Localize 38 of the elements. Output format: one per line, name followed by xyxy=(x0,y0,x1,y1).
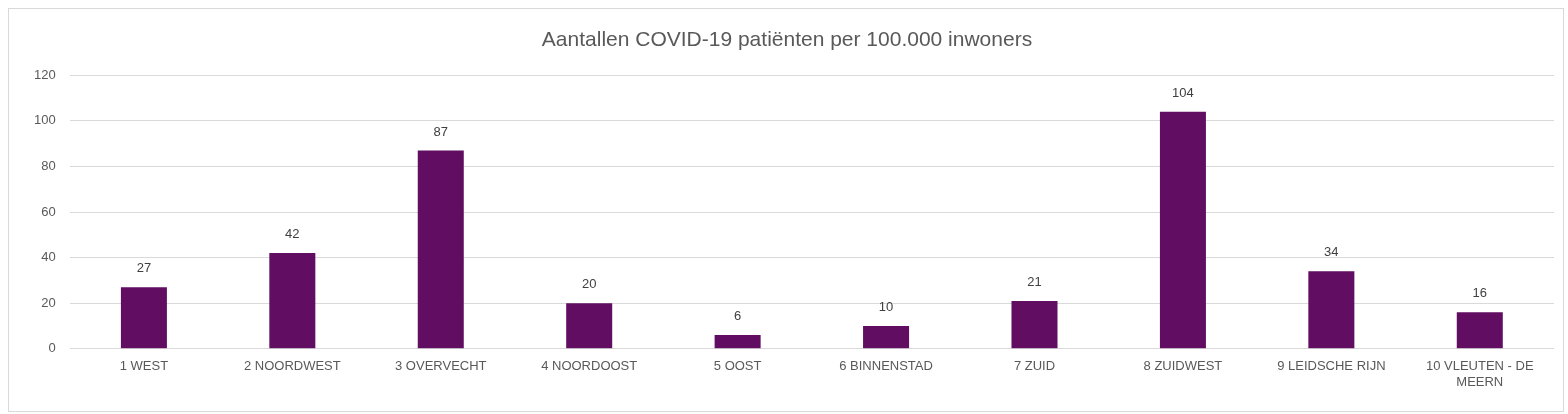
x-tick-label: 4 NOORDOOST xyxy=(541,358,638,374)
x-tick-label: 1 WEST xyxy=(119,358,169,374)
data-label: 104 xyxy=(1172,84,1194,100)
x-tick-label: 8 ZUIDWEST xyxy=(1143,358,1223,374)
x-tick-label: 2 NOORDWEST xyxy=(243,358,341,374)
bar xyxy=(1308,271,1355,349)
y-tick-label: 60 xyxy=(41,203,56,219)
data-label: 21 xyxy=(1027,274,1042,289)
y-tick-label: 20 xyxy=(41,294,56,310)
data-label: 10 xyxy=(878,299,894,315)
data-label: 27 xyxy=(136,260,152,276)
y-tick-label: 80 xyxy=(41,157,56,173)
bar xyxy=(566,303,613,349)
x-tick-label: 6 BINNENSTAD xyxy=(839,358,933,374)
data-label: 16 xyxy=(1472,285,1488,301)
data-label: 20 xyxy=(581,276,597,292)
data-label: 42 xyxy=(285,226,300,242)
bar xyxy=(120,287,167,349)
bar xyxy=(863,326,910,349)
bar xyxy=(1011,300,1058,349)
x-tick-label: 3 OVERVECHT xyxy=(395,358,487,374)
data-label: 34 xyxy=(1324,244,1339,260)
y-tick-label: 100 xyxy=(33,112,56,128)
x-tick-label: 5 OOST xyxy=(713,358,762,374)
data-label: 6 xyxy=(734,308,742,324)
bar xyxy=(1456,312,1503,349)
y-tick-label: 0 xyxy=(48,340,56,356)
x-tick-label: 10 VLEUTEN - DE MEERN xyxy=(1425,358,1534,389)
y-tick-label: 40 xyxy=(41,249,56,265)
chart-title: Aantallen COVID-19 patiënten per 100.000 inwoners xyxy=(541,27,1033,51)
bar xyxy=(417,150,464,349)
y-tick-label: 120 xyxy=(33,66,56,82)
x-tick-label: 9 LEIDSCHE RIJN xyxy=(1277,358,1386,374)
bar xyxy=(714,335,761,349)
x-tick-label: 7 ZUID xyxy=(1013,358,1056,374)
bar xyxy=(1159,111,1206,349)
data-label: 87 xyxy=(433,123,448,139)
bar xyxy=(269,253,316,349)
